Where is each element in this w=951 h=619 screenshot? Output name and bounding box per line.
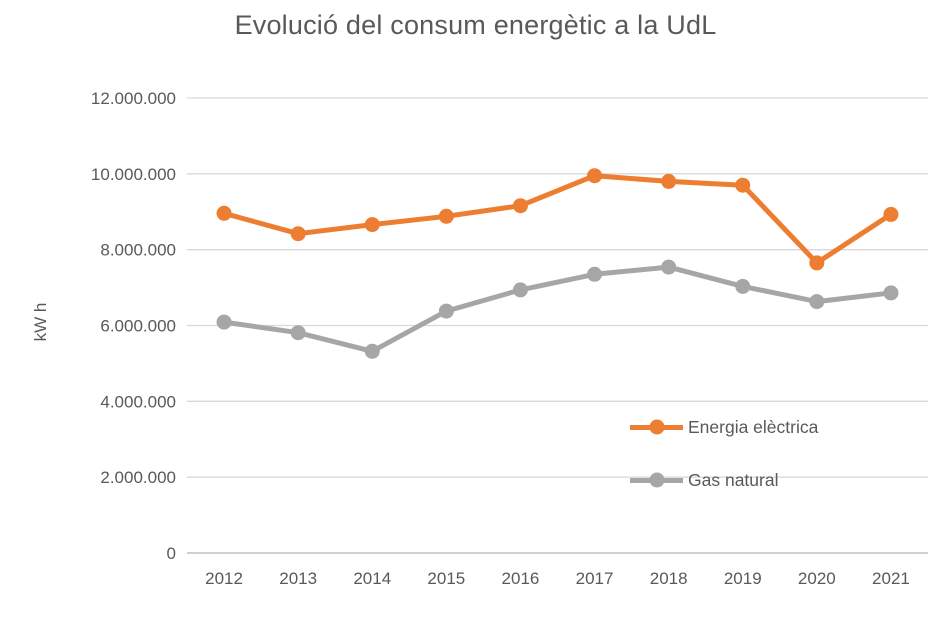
data-point-energia-el-ctrica-2016 (512, 198, 528, 214)
x-axis-tick-labels: 2012 2013 2014 2015 2016 2017 2018 2019 2020 2021 (205, 569, 910, 588)
y-tick-label: 8.000.000 (100, 241, 176, 260)
x-tick-label: 2017 (576, 569, 614, 588)
x-tick-label: 2021 (872, 569, 910, 588)
x-tick-label: 2015 (427, 569, 465, 588)
data-point-energia-el-ctrica-2012 (216, 205, 232, 221)
data-point-gas-natural-2016 (512, 282, 528, 298)
data-point-energia-el-ctrica-2018 (661, 173, 677, 189)
x-tick-label: 2020 (798, 569, 836, 588)
x-tick-label: 2016 (502, 569, 540, 588)
data-point-energia-el-ctrica-2019 (735, 177, 751, 193)
legend-dot-icon (649, 472, 664, 488)
data-point-gas-natural-2014 (364, 343, 380, 359)
y-axis-tick-labels: 0 2.000.000 4.000.000 6.000.000 8.000.000 10.… (91, 89, 176, 563)
legend-marker-gas-natural (630, 472, 683, 488)
y-tick-label: 2.000.000 (100, 468, 176, 487)
data-point-energia-el-ctrica-2015 (438, 208, 454, 224)
series-line-energia-el-ctrica (221, 173, 894, 266)
x-tick-label: 2013 (279, 569, 317, 588)
data-point-gas-natural-2015 (438, 303, 454, 319)
data-point-gas-natural-2021 (883, 285, 899, 301)
legend-dot-icon (649, 419, 664, 435)
y-tick-label: 4.000.000 (100, 392, 176, 411)
legend-label-energia-electrica: Energia elèctrica (688, 416, 819, 437)
series-gas-natural (216, 259, 899, 359)
data-point-gas-natural-2020 (809, 294, 825, 310)
legend-item-energia-electrica: Energia elèctrica (630, 413, 818, 441)
data-point-energia-el-ctrica-2021 (883, 206, 899, 222)
legend-marker-energia-electrica (630, 419, 683, 435)
data-point-gas-natural-2017 (587, 266, 603, 282)
data-point-gas-natural-2013 (290, 325, 306, 341)
chart-title: Evolució del consum energètic a la UdL (234, 10, 717, 40)
gridlines (187, 97, 928, 554)
x-tick-label: 2012 (205, 569, 243, 588)
y-tick-label: 0 (167, 544, 176, 563)
x-tick-label: 2018 (650, 569, 688, 588)
legend-label-gas-natural: Gas natural (688, 469, 779, 490)
series-energia-el-ctrica (216, 168, 899, 271)
legend-item-gas-natural: Gas natural (630, 466, 778, 494)
data-point-energia-el-ctrica-2013 (290, 226, 306, 242)
data-point-gas-natural-2019 (735, 278, 751, 294)
data-point-energia-el-ctrica-2017 (587, 168, 603, 184)
series-line-gas-natural (221, 264, 894, 354)
data-point-energia-el-ctrica-2014 (364, 217, 380, 233)
data-point-gas-natural-2012 (216, 314, 232, 330)
y-tick-label: 6.000.000 (100, 317, 176, 336)
data-point-energia-el-ctrica-2020 (809, 255, 825, 271)
x-tick-label: 2019 (724, 569, 762, 588)
y-tick-label: 10.000.000 (91, 165, 176, 184)
x-tick-label: 2014 (353, 569, 391, 588)
y-tick-label: 12.000.000 (91, 89, 176, 108)
data-point-gas-natural-2018 (661, 259, 677, 275)
